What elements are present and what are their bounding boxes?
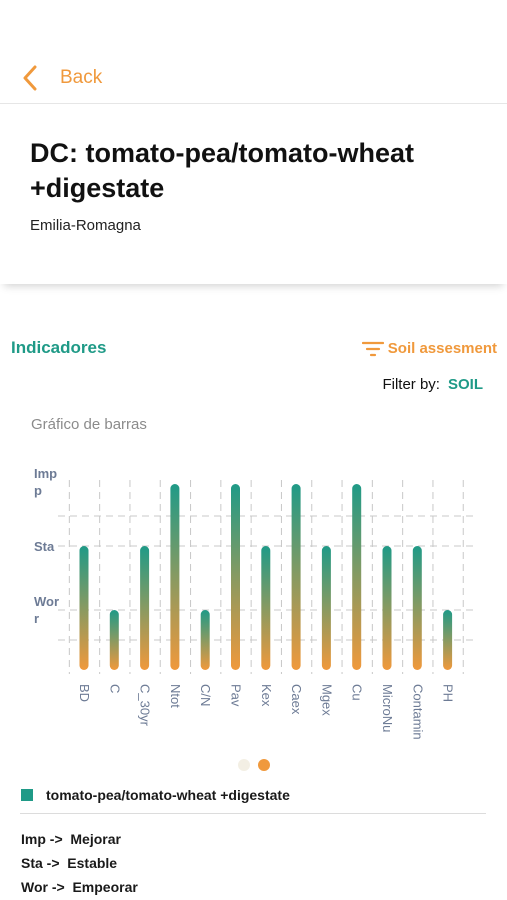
back-label: Back	[60, 67, 103, 88]
bar-contamin[interactable]	[412, 546, 422, 670]
x-tick-label: MicroNu	[380, 684, 395, 732]
bar-caex[interactable]	[291, 484, 301, 670]
chart-pagination	[238, 759, 270, 771]
x-tick-label: Cu	[350, 684, 365, 701]
back-button[interactable]: Back	[22, 62, 102, 94]
chart-subtitle: Gráfico de barras	[31, 416, 147, 433]
soil-assessment-filter-label: Soil assesment	[387, 340, 497, 357]
bar-c[interactable]	[109, 610, 119, 670]
bar-mgex[interactable]	[321, 546, 331, 670]
y-tick-label-sta: Sta	[34, 539, 55, 554]
filter-by-value[interactable]: SOIL	[447, 376, 483, 393]
key-wor: Wor -> Empeorar	[21, 879, 138, 895]
legend-swatch	[21, 789, 33, 801]
chart-x-labels: BD C C_30yr Ntot C/N Pav Kex Caex Mgex Cu MicroNu C…	[77, 684, 456, 740]
trial-info-card: DC: tomato-pea/tomato-wheat +digestate E…	[0, 104, 507, 284]
bar-chart: BD C C_30yr Ntot C/N Pav Kex Caex Mgex Cu MicroNu C…	[58, 480, 478, 740]
bar-micronu[interactable]	[382, 546, 392, 670]
x-tick-label: PH	[441, 684, 456, 702]
x-tick-label: Kex	[259, 684, 274, 707]
page-title: DC: tomato-pea/tomato-wheat +digestate	[30, 138, 414, 203]
x-tick-label: Pav	[229, 684, 244, 707]
top-bar: Back	[0, 0, 507, 104]
chevron-left-icon	[23, 65, 37, 91]
divider	[20, 813, 486, 814]
bar-bd[interactable]	[79, 546, 89, 670]
x-tick-label: BD	[77, 684, 92, 702]
chart-bars	[79, 484, 453, 670]
bar-cu[interactable]	[352, 484, 362, 670]
x-tick-label: C	[107, 684, 122, 693]
chart-legend: tomato-pea/tomato-wheat +digestate	[21, 787, 290, 803]
region-label: Emilia-Romagna	[30, 217, 141, 234]
y-tick-label-imp: Imp p	[34, 466, 58, 498]
filter-by-row: Filter by: SOIL	[382, 376, 483, 393]
x-tick-label: Ntot	[168, 684, 183, 708]
bar-ph[interactable]	[443, 610, 453, 670]
bar-pav[interactable]	[231, 484, 240, 670]
bar-ntot[interactable]	[170, 484, 180, 670]
y-tick-label-wor: Wor r	[34, 594, 60, 626]
section-title: Indicadores	[11, 338, 107, 357]
x-tick-label: C_30yr	[138, 684, 153, 727]
key-sta: Sta -> Estable	[21, 855, 118, 871]
filter-lines-icon	[361, 341, 384, 356]
filter-by-label: Filter by:	[382, 376, 440, 393]
x-tick-label: Contamin	[410, 684, 425, 740]
x-tick-label: Mgex	[319, 684, 334, 716]
pagination-dot-2[interactable]	[258, 759, 270, 771]
x-tick-label: Caex	[289, 684, 304, 715]
x-tick-label: C/N	[198, 684, 213, 706]
key-imp: Imp -> Mejorar	[21, 831, 121, 847]
bar-c-n[interactable]	[200, 610, 210, 670]
legend-series-label: tomato-pea/tomato-wheat +digestate	[46, 787, 290, 803]
pagination-dot-1[interactable]	[238, 759, 250, 771]
bar-c-30yr[interactable]	[140, 546, 150, 670]
soil-assessment-filter-button[interactable]: Soil assesment	[361, 340, 497, 357]
bar-kex[interactable]	[261, 546, 271, 670]
